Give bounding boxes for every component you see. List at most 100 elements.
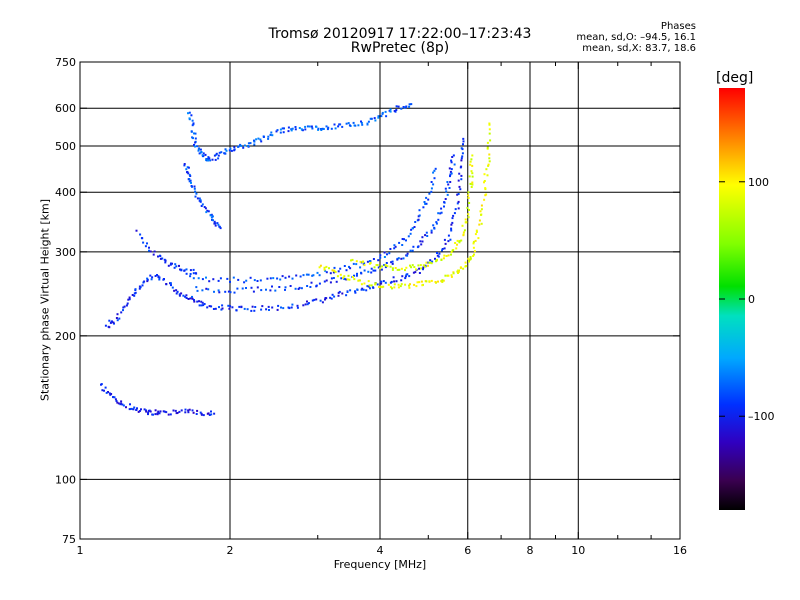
echo-point: [443, 205, 445, 208]
echo-point: [484, 187, 487, 190]
echo-point: [413, 266, 416, 268]
echo-point: [395, 105, 398, 108]
echo-point: [199, 199, 202, 202]
echo-point: [120, 400, 123, 403]
echo-point: [333, 123, 336, 126]
echo-point: [330, 127, 333, 130]
echo-point: [350, 259, 352, 262]
echo-point: [379, 254, 382, 257]
echo-point: [404, 283, 407, 286]
echo-point: [205, 276, 207, 279]
echo-point: [302, 274, 305, 277]
echo-point: [144, 245, 147, 248]
echo-point: [460, 157, 463, 160]
echo-point: [125, 304, 128, 307]
echo-point: [391, 267, 394, 270]
echo-point: [201, 154, 204, 157]
echo-point: [460, 147, 463, 150]
y-tick-label: 500: [55, 140, 76, 153]
echo-point: [426, 235, 429, 237]
echo-point: [192, 277, 195, 280]
echo-point: [457, 179, 460, 182]
echo-point: [393, 283, 396, 286]
echo-point: [437, 218, 440, 221]
echo-point: [269, 289, 272, 292]
echo-point: [422, 268, 424, 271]
echo-point: [360, 283, 363, 286]
echo-point: [352, 276, 354, 278]
echo-point: [353, 278, 356, 281]
echo-point: [306, 300, 308, 303]
echo-point: [354, 291, 357, 294]
echo-point: [464, 218, 467, 221]
echo-point: [406, 254, 409, 257]
echo-point: [253, 140, 256, 143]
echo-point: [450, 161, 453, 164]
echo-point: [458, 185, 461, 188]
echo-point: [196, 289, 199, 292]
echo-point: [298, 286, 301, 289]
echo-point: [121, 403, 124, 406]
echo-point: [193, 299, 195, 301]
echo-point: [391, 268, 394, 271]
echo-point: [452, 154, 455, 157]
echo-point: [397, 286, 400, 289]
echo-point: [288, 275, 291, 278]
echo-point: [472, 255, 475, 257]
echo-point: [488, 132, 491, 135]
echo-point: [194, 141, 197, 144]
echo-point: [351, 258, 354, 261]
echo-point: [343, 265, 346, 267]
echo-point: [401, 275, 404, 278]
echo-point: [374, 269, 377, 272]
echo-point: [406, 252, 409, 255]
colorbar-tick-label: –100: [748, 410, 775, 423]
echo-point: [308, 125, 311, 128]
echo-point: [403, 106, 406, 109]
echo-point: [338, 290, 341, 293]
echo-point: [450, 253, 452, 256]
echo-point: [118, 317, 121, 320]
echo-point: [300, 287, 303, 290]
echo-point: [135, 229, 138, 232]
echo-point: [267, 135, 270, 138]
echo-point: [451, 217, 454, 220]
echo-point: [377, 259, 380, 262]
echo-point: [362, 288, 365, 291]
x-axis-label: Frequency [MHz]: [333, 558, 427, 571]
x-tick-label: 16: [673, 544, 687, 557]
echo-point: [200, 151, 203, 153]
echo-point: [213, 412, 216, 415]
echo-point: [345, 269, 348, 272]
echo-point: [208, 157, 211, 160]
echo-point: [377, 116, 380, 119]
echo-point: [270, 131, 273, 134]
echo-point: [136, 407, 138, 410]
echo-point: [449, 181, 452, 183]
echo-point: [154, 275, 157, 277]
echo-point: [346, 291, 349, 293]
echo-point: [165, 283, 168, 285]
echo-point: [457, 200, 460, 203]
echo-point: [412, 271, 415, 274]
echo-point: [456, 202, 459, 205]
echo-point: [182, 294, 185, 297]
echo-point: [101, 389, 104, 392]
echo-point: [324, 269, 327, 272]
echo-point: [279, 278, 282, 281]
echo-point: [473, 250, 476, 253]
echo-point: [162, 278, 165, 281]
echo-point: [194, 137, 197, 140]
echo-point: [178, 293, 181, 296]
echo-point: [189, 275, 192, 278]
echo-point: [100, 383, 102, 386]
echo-point: [315, 284, 318, 287]
echo-point: [349, 289, 352, 292]
echo-point: [165, 411, 168, 414]
echo-point: [193, 185, 196, 188]
echo-point: [143, 280, 146, 283]
echo-point: [115, 400, 118, 402]
echo-point: [291, 303, 294, 306]
echo-point: [444, 187, 447, 190]
echo-point: [265, 308, 268, 311]
